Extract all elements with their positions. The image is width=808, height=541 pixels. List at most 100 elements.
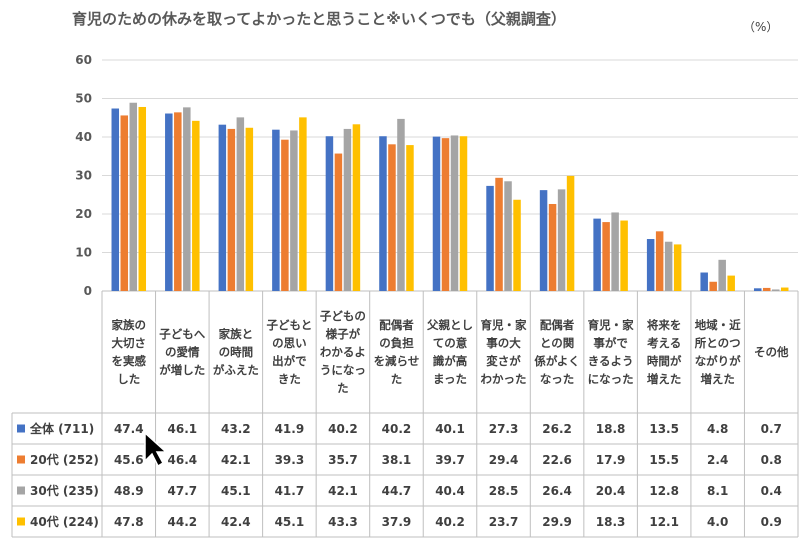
legend-swatch	[17, 517, 25, 526]
category-label: 事の大	[486, 336, 521, 350]
bar	[557, 189, 566, 291]
category-label: 大切さ	[112, 336, 147, 350]
bar	[111, 108, 120, 291]
y-tick-label: 40	[75, 130, 92, 144]
category-label: 出がで	[272, 354, 307, 368]
legend-label: 30代 (235)	[30, 483, 99, 498]
data-label: 23.7	[489, 515, 519, 529]
bar	[513, 199, 521, 291]
data-label: 47.4	[114, 422, 144, 436]
data-label: 0.9	[761, 515, 782, 529]
bar	[245, 127, 254, 291]
bar	[352, 124, 361, 291]
bar	[129, 102, 138, 291]
data-label: 4.0	[707, 515, 728, 529]
data-label: 0.7	[761, 422, 782, 436]
bar	[450, 135, 459, 291]
category-label: 配偶者	[540, 318, 575, 332]
bar	[165, 113, 173, 291]
legend-swatch	[17, 455, 25, 464]
category-label: ての意	[433, 336, 468, 350]
category-label: がふえた	[213, 363, 259, 377]
data-label: 20.4	[596, 484, 626, 498]
bar	[602, 222, 610, 291]
data-label: 12.8	[649, 484, 679, 498]
bar	[299, 117, 307, 292]
bar	[566, 175, 575, 291]
category-label: を減らせ	[374, 354, 420, 368]
data-label: 42.1	[328, 484, 358, 498]
category-label: との関	[540, 336, 574, 350]
category-label: 考える	[647, 336, 681, 350]
bar	[620, 220, 628, 291]
bar	[753, 288, 762, 291]
category-label: 地域・近	[695, 318, 741, 332]
bar	[459, 136, 468, 291]
category-label: を実感	[112, 354, 147, 368]
bar	[227, 128, 236, 291]
data-label: 8.1	[707, 484, 728, 498]
data-label: 2.4	[707, 453, 728, 467]
data-label: 4.8	[707, 422, 728, 436]
data-label: 39.3	[275, 453, 305, 467]
category-label: になった	[588, 372, 634, 386]
bar	[192, 120, 200, 291]
bar	[504, 181, 512, 291]
bar	[486, 185, 494, 291]
bar	[406, 145, 414, 291]
bar	[495, 177, 503, 291]
data-label: 0.4	[761, 484, 782, 498]
bar	[646, 239, 655, 291]
bar	[236, 117, 245, 292]
legend-swatch	[17, 424, 25, 433]
category-label: 子どもの	[320, 309, 366, 323]
category-label: 将来を	[647, 318, 682, 332]
data-label: 40.2	[328, 422, 358, 436]
bar	[441, 138, 450, 291]
data-label: 18.3	[596, 515, 626, 529]
data-label: 29.4	[489, 453, 519, 467]
category-label: 育児・家	[588, 318, 634, 332]
bar	[700, 272, 708, 291]
data-label: 39.7	[435, 453, 465, 467]
bar	[281, 139, 289, 291]
bar	[138, 106, 147, 291]
y-tick-label: 0	[84, 284, 92, 298]
data-label: 45.1	[221, 484, 251, 498]
category-label: きた	[278, 372, 301, 386]
bar	[718, 259, 726, 291]
data-label: 40.2	[382, 422, 412, 436]
data-label: 12.1	[649, 515, 679, 529]
data-label: 40.2	[435, 515, 465, 529]
y-tick-label: 30	[75, 169, 92, 183]
data-label: 45.6	[114, 453, 144, 467]
data-label: 48.9	[114, 484, 144, 498]
data-label: 41.7	[275, 484, 305, 498]
bar	[325, 136, 334, 291]
y-tick-label: 50	[75, 92, 92, 106]
bar	[611, 212, 619, 291]
bar	[655, 231, 664, 291]
bar	[664, 241, 673, 291]
category-label: の愛情	[165, 345, 200, 359]
category-label: 識が高	[433, 354, 468, 368]
category-label: その他	[754, 345, 789, 359]
chart-title: 育児のための休みを取ってよかったと思うこと※いくつでも（父親調査）	[72, 10, 566, 28]
category-label: 子どもへ	[159, 327, 205, 341]
data-label: 43.2	[221, 422, 251, 436]
category-label: 配偶者	[379, 318, 414, 332]
gridlines	[102, 59, 798, 292]
data-label: 46.1	[168, 422, 198, 436]
data-label: 22.6	[542, 453, 572, 467]
category-label: まった	[433, 372, 467, 386]
category-label: した	[117, 372, 140, 386]
category-label: うになっ	[320, 363, 366, 377]
bar	[379, 136, 387, 291]
category-label: た	[337, 381, 349, 395]
data-label: 15.5	[649, 453, 679, 467]
category-label: 子どもと	[266, 318, 312, 332]
bar	[593, 218, 601, 291]
category-label: ながりが	[695, 354, 741, 368]
data-label: 28.5	[489, 484, 519, 498]
